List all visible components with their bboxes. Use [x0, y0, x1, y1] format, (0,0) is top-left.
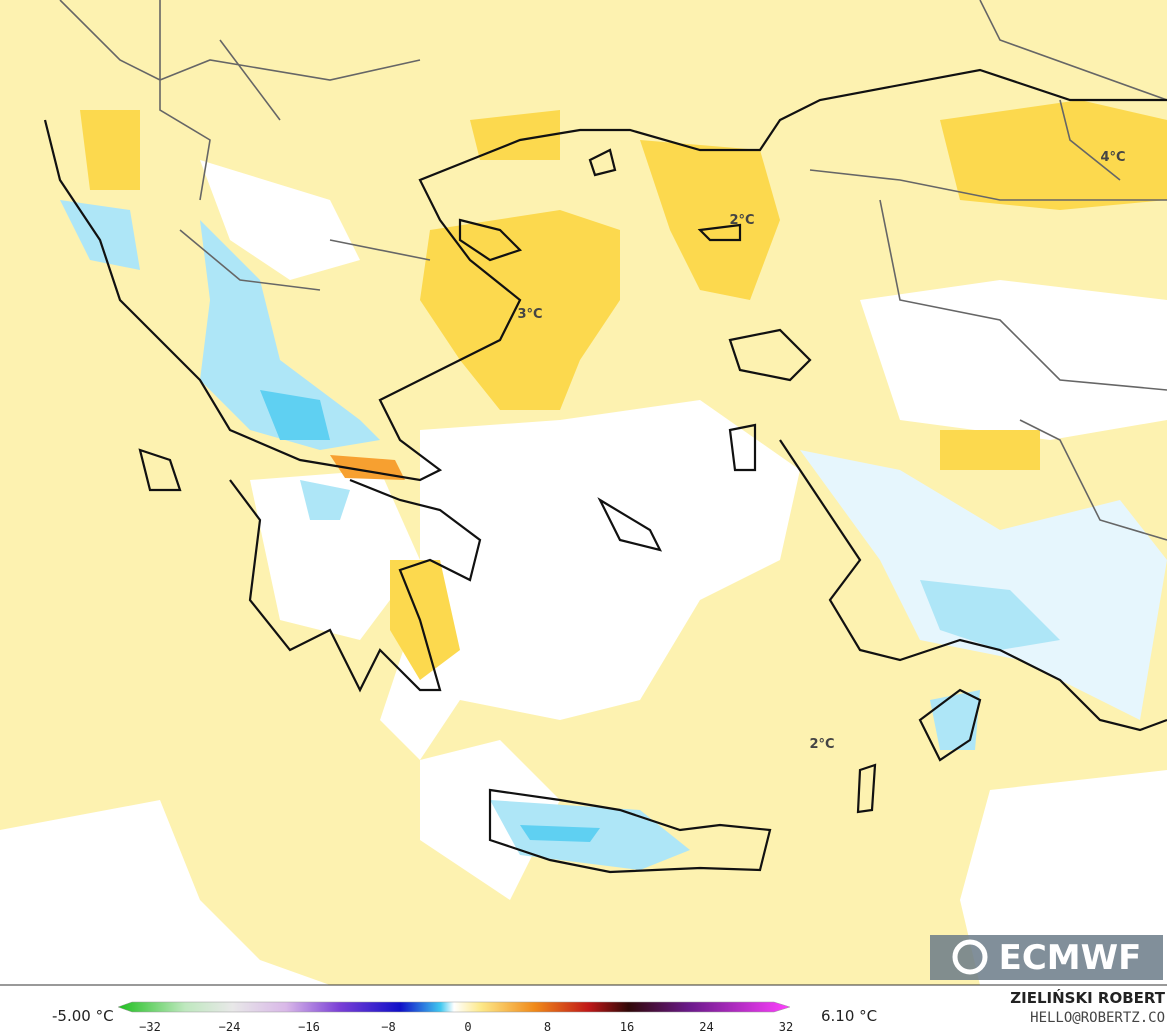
neutral-area	[960, 770, 1167, 985]
legend-tick-label: −24	[219, 1020, 241, 1034]
neutral-area	[200, 160, 360, 280]
island-coast	[138, 448, 182, 492]
crete-coast	[488, 788, 772, 874]
chalkidiki-coast	[458, 218, 523, 262]
cold-area	[800, 450, 1167, 720]
sea-neutral	[380, 400, 800, 760]
author: ZIELIŃSKI ROBERT	[1010, 988, 1165, 1007]
legend-min: -5.00 °C	[52, 1007, 114, 1025]
coastline	[43, 68, 1167, 482]
island-coast	[697, 223, 742, 242]
cold-area	[300, 480, 350, 520]
legend-tick-label: −16	[298, 1020, 320, 1034]
island-coast	[597, 497, 663, 552]
cold-area	[930, 690, 980, 750]
island-coast	[856, 763, 877, 814]
cold-core	[260, 390, 330, 440]
coastline	[229, 478, 482, 693]
tick-group: −32 −24 −16 −8 0 8 16 24 32	[139, 1020, 793, 1034]
legend-tick-label: −8	[381, 1020, 395, 1034]
legend-tick-label: 0	[464, 1020, 471, 1034]
warm-area	[940, 100, 1167, 210]
island-coast	[728, 423, 757, 472]
cold-area	[920, 580, 1060, 650]
neutral-area	[250, 470, 420, 640]
colorbar	[117, 1001, 791, 1013]
neutral-area	[0, 800, 330, 985]
brand-logo	[952, 939, 988, 975]
contour-label: 2°C	[809, 737, 834, 752]
cold-area	[60, 200, 140, 270]
cold-area	[200, 220, 380, 450]
warm-area	[470, 110, 560, 160]
lesbos-coast	[728, 328, 812, 382]
neutral-area	[860, 280, 1167, 440]
legend-tick-label: 8	[544, 1020, 551, 1034]
legend: -5.00 °C 6.10 °C −32 −24 −16 −8 0 8 16 24 32	[52, 1001, 877, 1034]
legend-tick-label: 32	[779, 1020, 793, 1034]
map-area: 2°C 3°C 2°C 4°C ECMWF	[0, 0, 1167, 985]
warm-area	[940, 430, 1040, 470]
rhodes-coast	[918, 688, 982, 762]
brand-name: ECMWF	[999, 938, 1142, 978]
warm-area	[80, 110, 140, 190]
contour-label: 3°C	[517, 307, 542, 322]
legend-tick-label: −32	[139, 1020, 161, 1034]
coastline	[779, 439, 1167, 732]
contour-label: 2°C	[729, 213, 754, 228]
warm-area	[640, 140, 780, 300]
country-border	[59, 0, 1167, 541]
legend-tick-label: 24	[699, 1020, 713, 1034]
contact: HELLO@ROBERTZ.CO	[1030, 1010, 1165, 1026]
contour-label: 4°C	[1100, 150, 1125, 165]
legend-max: 6.10 °C	[821, 1007, 877, 1025]
legend-tick-label: 16	[620, 1020, 634, 1034]
cold-core	[520, 825, 600, 842]
island-coast	[588, 148, 617, 177]
